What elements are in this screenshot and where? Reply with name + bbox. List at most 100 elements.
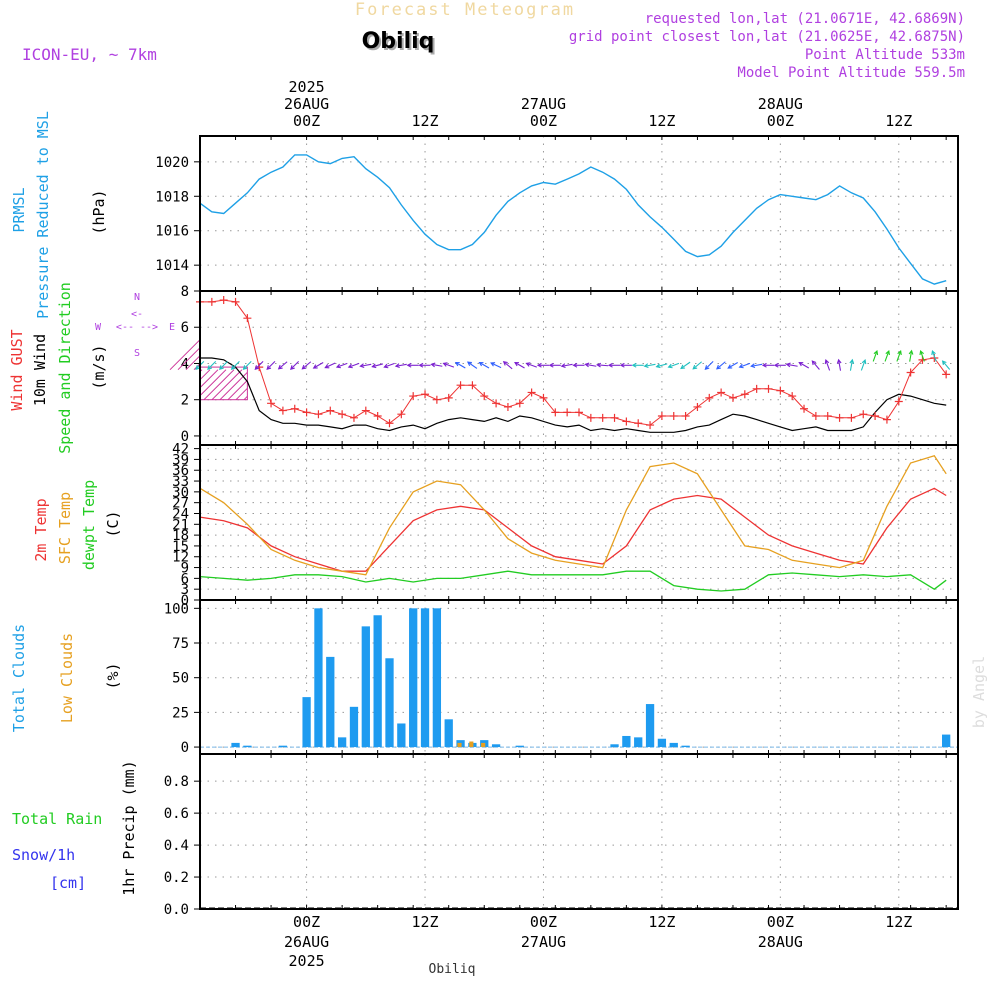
- direction-arrowhead: [572, 362, 578, 368]
- ytick-label: 1014: [155, 258, 189, 274]
- gust-marker: [397, 410, 406, 419]
- ytick-label: 4: [181, 356, 189, 372]
- direction-arrow: [942, 360, 951, 370]
- direction-arrow: [467, 361, 478, 369]
- direction-arrowhead: [584, 362, 590, 368]
- direction-arrowhead: [931, 349, 936, 356]
- ytick-label: 0: [181, 593, 189, 609]
- ytick-label: 6: [181, 320, 189, 336]
- direction-arrowhead: [371, 363, 377, 369]
- gust-marker: [859, 410, 868, 419]
- bottom-time-label: 12Z: [885, 913, 912, 931]
- low-clouds-label: Low Clouds: [58, 633, 76, 723]
- ytick-label: 27: [172, 496, 189, 512]
- ytick-label: 0.8: [164, 774, 189, 790]
- low-clouds-bar: [481, 742, 486, 748]
- direction-arrowhead: [873, 349, 879, 356]
- direction-arrowhead: [727, 364, 733, 369]
- total-clouds-bar: [444, 719, 453, 748]
- direction-arrow: [290, 361, 300, 370]
- total-clouds-bar: [622, 735, 631, 748]
- speed-direction-label: Speed and Direction: [56, 282, 74, 454]
- gust-marker: [539, 393, 548, 402]
- ytick-label: 24: [172, 506, 189, 522]
- direction-arrowhead: [525, 362, 531, 367]
- direction-arrowhead: [301, 364, 307, 370]
- direction-arrowhead: [692, 364, 698, 370]
- model-altitude: Model Point Altitude 559.5m: [737, 65, 965, 81]
- direction-arrowhead: [750, 363, 756, 369]
- bottom-time-label: 27AUG: [521, 933, 566, 951]
- gust-marker: [823, 412, 832, 421]
- direction-arrow: [872, 350, 878, 362]
- gust-marker: [326, 406, 335, 415]
- total-clouds-bar: [657, 738, 667, 748]
- gust-marker: [811, 412, 820, 421]
- prmsl-label: PRMSL: [10, 187, 28, 232]
- calm-hatch-line: [199, 369, 219, 389]
- ytick-label: 15: [172, 539, 189, 555]
- gust-marker: [361, 406, 370, 415]
- direction-arrow: [254, 361, 264, 370]
- direction-arrowhead: [383, 363, 389, 369]
- panel-frame: [199, 753, 959, 910]
- ytick-label: 9: [181, 561, 189, 577]
- total-clouds-label: Total Clouds: [10, 624, 28, 732]
- ytick-label: 50: [172, 671, 189, 687]
- ytick-label: 6: [181, 571, 189, 587]
- bottom-location-label: Obiliq: [429, 962, 476, 977]
- gust-marker: [764, 384, 773, 393]
- clouds-unit-label: (%): [104, 662, 122, 689]
- calm-hatch-line: [211, 369, 243, 401]
- direction-arrow: [243, 361, 252, 370]
- top-time-label: 27AUG: [521, 95, 566, 113]
- top-time-label: 00Z: [767, 112, 794, 130]
- direction-arrow: [644, 363, 656, 367]
- total-clouds-bar: [491, 744, 501, 748]
- gust-marker: [835, 413, 844, 422]
- total-rain-text: Total Rain: [12, 810, 102, 828]
- direction-arrow: [372, 363, 384, 368]
- gust-marker: [409, 392, 418, 401]
- direction-arrow: [266, 361, 276, 370]
- direction-arrow: [348, 362, 360, 368]
- direction-arrow: [336, 362, 348, 368]
- direction-arrowhead: [836, 358, 842, 364]
- direction-arrowhead: [466, 361, 472, 366]
- direction-arrowhead: [454, 361, 460, 367]
- gust-marker: [267, 399, 276, 408]
- direction-arrowhead: [811, 360, 817, 366]
- direction-arrowhead: [290, 365, 295, 370]
- direction-arrow: [443, 362, 455, 368]
- gust-marker: [468, 381, 477, 390]
- gust-marker: [373, 412, 382, 421]
- gust-marker: [788, 392, 797, 401]
- direction-arrow: [514, 362, 525, 369]
- snow-label: Snow/1h: [12, 846, 75, 864]
- direction-arrowhead: [761, 362, 767, 368]
- ytick-label: 0.6: [164, 806, 189, 822]
- bottom-time-label: 26AUG: [284, 933, 329, 951]
- top-time-label: 2025: [289, 78, 325, 96]
- wind-10m-line: [200, 357, 947, 433]
- direction-arrowhead: [643, 363, 649, 369]
- gust-marker: [480, 392, 489, 401]
- direction-arrow: [849, 359, 853, 371]
- top-time-label: 12Z: [885, 112, 912, 130]
- ytick-label: 18: [172, 528, 189, 544]
- direction-arrow: [455, 362, 466, 369]
- top-time-label: 26AUG: [284, 95, 329, 113]
- bottom-time-label: 00Z: [293, 913, 320, 931]
- gust-marker: [563, 408, 572, 417]
- gust-marker: [693, 402, 702, 411]
- gust-marker: [728, 393, 737, 402]
- gust-marker: [622, 417, 631, 426]
- total-clouds-bar: [669, 742, 678, 748]
- compass-n-label: N: [134, 292, 140, 303]
- total-clouds-bar: [373, 615, 382, 748]
- ytick-label: 0.0: [164, 902, 189, 918]
- gust-marker: [776, 386, 785, 395]
- calm-hatch-line: [203, 369, 235, 401]
- direction-arrowhead: [897, 349, 902, 356]
